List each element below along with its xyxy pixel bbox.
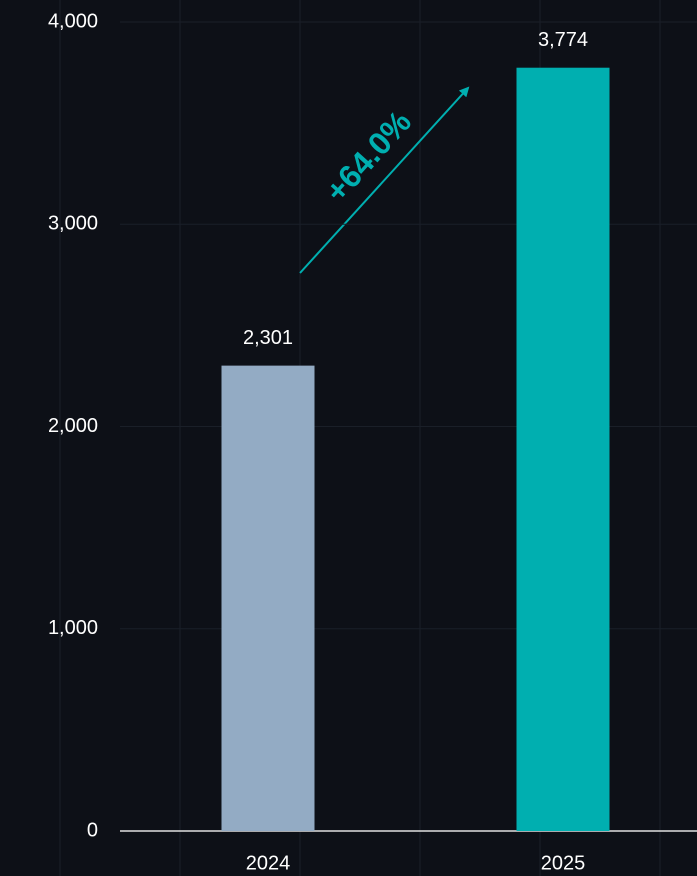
x-tick-label: 2024 bbox=[246, 852, 291, 874]
y-tick-label: 4,000 bbox=[48, 10, 98, 32]
growth-arrow bbox=[299, 86, 470, 274]
x-tick-label: 2025 bbox=[541, 852, 586, 874]
bar bbox=[221, 365, 315, 831]
y-tick-label: 1,000 bbox=[48, 617, 98, 639]
value-label: 2,301 bbox=[243, 327, 293, 349]
bar bbox=[516, 67, 610, 831]
y-tick-label: 0 bbox=[87, 819, 98, 841]
value-label: 3,774 bbox=[538, 29, 588, 51]
y-tick-label: 3,000 bbox=[48, 213, 98, 235]
y-tick-label: 2,000 bbox=[48, 415, 98, 437]
